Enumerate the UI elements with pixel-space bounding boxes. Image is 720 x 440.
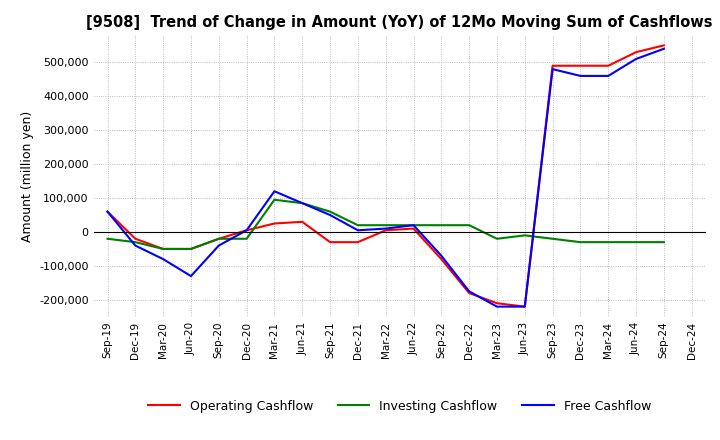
Line: Free Cashflow: Free Cashflow <box>107 49 664 307</box>
Operating Cashflow <box>521 304 529 309</box>
Operating Cashflow <box>215 236 223 242</box>
Investing Cashflow <box>521 233 529 238</box>
Operating Cashflow <box>382 227 390 233</box>
Operating Cashflow <box>186 246 195 252</box>
Title: [9508]  Trend of Change in Amount (YoY) of 12Mo Moving Sum of Cashflows: [9508] Trend of Change in Amount (YoY) o… <box>86 15 713 30</box>
Operating Cashflow <box>354 239 362 245</box>
Operating Cashflow <box>242 227 251 233</box>
Operating Cashflow <box>576 63 585 68</box>
Operating Cashflow <box>270 221 279 226</box>
Investing Cashflow <box>604 239 613 245</box>
Operating Cashflow <box>437 257 446 262</box>
Investing Cashflow <box>159 246 168 252</box>
Investing Cashflow <box>465 223 474 228</box>
Investing Cashflow <box>354 223 362 228</box>
Free Cashflow <box>549 66 557 72</box>
Free Cashflow <box>186 273 195 279</box>
Free Cashflow <box>382 226 390 231</box>
Free Cashflow <box>660 46 668 51</box>
Free Cashflow <box>604 73 613 79</box>
Investing Cashflow <box>409 223 418 228</box>
Operating Cashflow <box>131 236 140 242</box>
Operating Cashflow <box>159 246 168 252</box>
Free Cashflow <box>409 223 418 228</box>
Investing Cashflow <box>186 246 195 252</box>
Investing Cashflow <box>382 223 390 228</box>
Line: Operating Cashflow: Operating Cashflow <box>107 45 664 307</box>
Investing Cashflow <box>242 236 251 242</box>
Operating Cashflow <box>103 209 112 214</box>
Investing Cashflow <box>298 201 307 206</box>
Free Cashflow <box>242 227 251 233</box>
Investing Cashflow <box>631 239 640 245</box>
Free Cashflow <box>270 189 279 194</box>
Investing Cashflow <box>576 239 585 245</box>
Investing Cashflow <box>103 236 112 242</box>
Investing Cashflow <box>437 223 446 228</box>
Investing Cashflow <box>131 239 140 245</box>
Line: Investing Cashflow: Investing Cashflow <box>107 200 664 249</box>
Investing Cashflow <box>215 236 223 242</box>
Investing Cashflow <box>270 197 279 202</box>
Operating Cashflow <box>604 63 613 68</box>
Free Cashflow <box>354 227 362 233</box>
Legend: Operating Cashflow, Investing Cashflow, Free Cashflow: Operating Cashflow, Investing Cashflow, … <box>143 395 656 418</box>
Free Cashflow <box>521 304 529 309</box>
Free Cashflow <box>465 289 474 294</box>
Free Cashflow <box>103 209 112 214</box>
Operating Cashflow <box>631 50 640 55</box>
Operating Cashflow <box>549 63 557 68</box>
Operating Cashflow <box>298 219 307 224</box>
Investing Cashflow <box>660 239 668 245</box>
Operating Cashflow <box>465 290 474 296</box>
Free Cashflow <box>576 73 585 79</box>
Operating Cashflow <box>325 239 334 245</box>
Free Cashflow <box>298 201 307 206</box>
Free Cashflow <box>215 243 223 248</box>
Investing Cashflow <box>325 209 334 214</box>
Free Cashflow <box>437 253 446 258</box>
Investing Cashflow <box>492 236 501 242</box>
Operating Cashflow <box>409 226 418 231</box>
Free Cashflow <box>159 257 168 262</box>
Free Cashflow <box>492 304 501 309</box>
Free Cashflow <box>131 243 140 248</box>
Operating Cashflow <box>660 43 668 48</box>
Y-axis label: Amount (million yen): Amount (million yen) <box>21 110 34 242</box>
Operating Cashflow <box>492 301 501 306</box>
Free Cashflow <box>325 213 334 218</box>
Free Cashflow <box>631 56 640 62</box>
Investing Cashflow <box>549 236 557 242</box>
